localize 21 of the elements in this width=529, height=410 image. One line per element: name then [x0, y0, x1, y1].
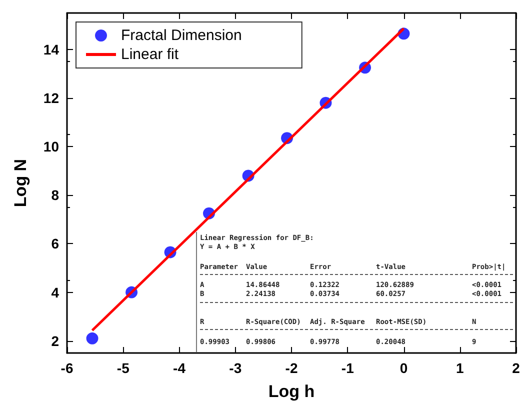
y-tick-label: 4	[51, 284, 60, 300]
x-tick-label: -6	[60, 360, 74, 376]
x-axis-title: Log h	[268, 382, 315, 401]
y-axis-title: Log N	[11, 158, 30, 208]
x-tick-label: -2	[285, 360, 298, 376]
y-tick-label: 10	[43, 138, 60, 155]
y-tick-label: 12	[43, 90, 60, 106]
y-tick-label: 2	[51, 332, 60, 349]
y-tick-label: 6	[51, 236, 60, 252]
x-tick-label: 0	[400, 360, 408, 376]
legend-label: Linear fit	[121, 46, 180, 63]
x-tick-label: -4	[173, 360, 186, 376]
legend-label: Fractal Dimension	[121, 27, 242, 44]
y-tick-label: 14	[43, 41, 60, 58]
x-tick-label: -1	[341, 360, 354, 376]
x-tick-label: -5	[116, 360, 130, 376]
x-tick-label: 2	[512, 360, 520, 376]
x-tick-label: 1	[456, 360, 464, 376]
point	[86, 332, 98, 344]
x-tick-label: -3	[229, 360, 242, 376]
y-tick-label: 8	[51, 187, 60, 204]
